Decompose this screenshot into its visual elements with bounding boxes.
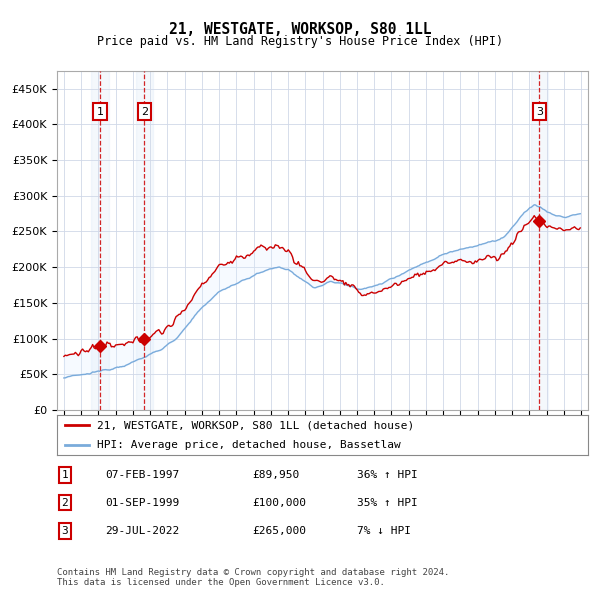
Text: 35% ↑ HPI: 35% ↑ HPI [357,498,418,507]
Text: 21, WESTGATE, WORKSOP, S80 1LL (detached house): 21, WESTGATE, WORKSOP, S80 1LL (detached… [97,421,414,430]
Text: 7% ↓ HPI: 7% ↓ HPI [357,526,411,536]
Text: Price paid vs. HM Land Registry's House Price Index (HPI): Price paid vs. HM Land Registry's House … [97,35,503,48]
Bar [530,71,548,410]
Text: HPI: Average price, detached house, Bassetlaw: HPI: Average price, detached house, Bass… [97,441,401,450]
Text: 3: 3 [536,107,543,116]
Text: 2: 2 [61,498,68,507]
Text: 01-SEP-1999: 01-SEP-1999 [105,498,179,507]
Text: 21, WESTGATE, WORKSOP, S80 1LL: 21, WESTGATE, WORKSOP, S80 1LL [169,22,431,37]
Text: 07-FEB-1997: 07-FEB-1997 [105,470,179,480]
Text: 1: 1 [61,470,68,480]
Text: 2: 2 [141,107,148,116]
Text: £89,950: £89,950 [252,470,299,480]
Bar [136,71,153,410]
Bar [91,71,109,410]
Text: 29-JUL-2022: 29-JUL-2022 [105,526,179,536]
Text: £265,000: £265,000 [252,526,306,536]
Text: £100,000: £100,000 [252,498,306,507]
Text: Contains HM Land Registry data © Crown copyright and database right 2024.
This d: Contains HM Land Registry data © Crown c… [57,568,449,587]
Text: 3: 3 [61,526,68,536]
Text: 1: 1 [97,107,104,116]
Text: 36% ↑ HPI: 36% ↑ HPI [357,470,418,480]
